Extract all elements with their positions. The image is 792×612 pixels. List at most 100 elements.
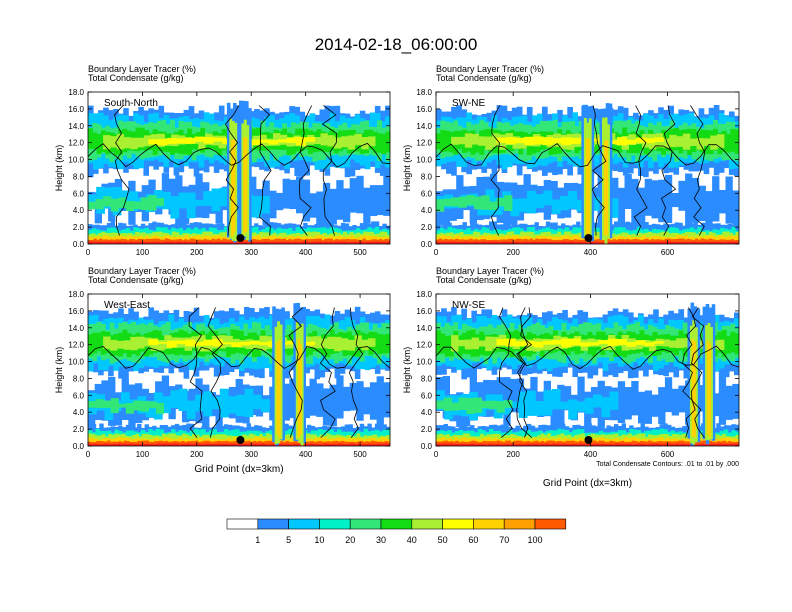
field-cell xyxy=(654,341,664,344)
panel-subtitle-tracer: Boundary Layer Tracer (%) xyxy=(436,64,544,74)
colorbar-box xyxy=(349,518,382,530)
field-cell xyxy=(725,239,729,244)
field-cell xyxy=(302,444,306,446)
field-cell xyxy=(231,139,234,237)
field-cell xyxy=(617,241,622,244)
field-cell xyxy=(181,441,185,446)
field-cell xyxy=(359,444,364,446)
field-cell xyxy=(639,443,644,446)
field-cell xyxy=(700,443,704,446)
field-cell xyxy=(302,306,306,444)
y-tick-label: 14.0 xyxy=(416,324,432,333)
field-cell xyxy=(510,242,514,244)
field-cell xyxy=(482,239,487,244)
field-cell xyxy=(214,441,218,446)
field-cell xyxy=(620,241,624,244)
field-cell xyxy=(143,337,152,347)
field-cell xyxy=(88,401,97,408)
field-cell xyxy=(304,241,309,244)
field-cell xyxy=(693,341,696,438)
field-cell xyxy=(134,444,138,446)
field-cell xyxy=(515,341,525,347)
field-cell xyxy=(296,443,300,446)
field-cell xyxy=(285,241,289,244)
field-cell xyxy=(628,134,636,145)
field-cell xyxy=(203,191,213,206)
field-cell xyxy=(277,442,281,446)
field-cell xyxy=(659,239,663,244)
field-cell xyxy=(289,179,297,210)
field-cell xyxy=(513,440,517,446)
field-cell xyxy=(104,443,108,446)
field-cell xyxy=(96,134,102,154)
field-cell xyxy=(137,241,141,244)
field-cell xyxy=(145,440,149,446)
field-cell xyxy=(524,241,528,244)
field-cell xyxy=(736,235,739,244)
field-cell xyxy=(336,375,344,419)
field-cell xyxy=(661,241,666,244)
field-cell xyxy=(261,443,265,446)
field-cell xyxy=(644,342,655,347)
field-cell xyxy=(590,241,594,244)
field-cell xyxy=(318,440,322,446)
field-cell xyxy=(273,133,281,146)
field-cell xyxy=(101,239,105,244)
field-cell xyxy=(285,443,289,446)
field-cell xyxy=(560,441,564,446)
field-cell xyxy=(131,444,136,446)
field-cell xyxy=(560,241,564,244)
field-cell xyxy=(245,137,248,233)
field-cell xyxy=(455,241,459,244)
field-cell xyxy=(524,444,528,446)
field-cell xyxy=(620,239,624,244)
field-cell xyxy=(696,308,701,443)
field-cell xyxy=(732,190,739,225)
field-cell xyxy=(225,231,230,244)
field-cell xyxy=(449,441,454,446)
field-cell xyxy=(376,185,384,216)
y-axis-label: Height (km) xyxy=(54,347,64,394)
field-cell xyxy=(728,239,732,244)
field-cell xyxy=(521,444,525,446)
field-cell xyxy=(485,441,489,446)
field-cell xyxy=(194,136,205,142)
field-cell xyxy=(474,441,478,446)
field-cell xyxy=(570,338,581,346)
colorbar-label: 1 xyxy=(255,535,260,545)
field-cell xyxy=(683,242,688,244)
field-cell xyxy=(612,441,616,446)
field-cell xyxy=(211,242,215,244)
field-cell xyxy=(532,241,536,244)
field-cell xyxy=(560,196,569,211)
field-cell xyxy=(609,391,619,410)
field-cell xyxy=(634,238,638,244)
field-cell xyxy=(532,444,536,446)
field-cell xyxy=(694,327,698,442)
field-cell xyxy=(651,180,659,219)
field-cell xyxy=(698,185,706,221)
field-cell xyxy=(195,173,203,218)
field-cell xyxy=(458,443,462,446)
field-cell xyxy=(573,239,578,244)
field-cell xyxy=(526,190,536,214)
field-cell xyxy=(606,444,611,446)
field-cell xyxy=(601,340,609,351)
field-cell xyxy=(736,239,739,244)
y-tick-label: 12.0 xyxy=(68,341,84,350)
field-cell xyxy=(598,340,609,344)
field-cell xyxy=(611,177,619,217)
field-cell xyxy=(241,238,245,244)
field-cell xyxy=(700,242,704,244)
field-cell xyxy=(452,241,456,244)
colorbar-label: 100 xyxy=(527,535,542,545)
field-cell xyxy=(203,391,213,417)
field-cell xyxy=(529,238,534,244)
field-cell xyxy=(648,241,652,244)
field-cell xyxy=(297,339,300,438)
field-cell xyxy=(634,443,638,446)
field-cell xyxy=(362,242,366,244)
field-cell xyxy=(460,239,465,244)
field-cell xyxy=(718,377,727,425)
field-cell xyxy=(705,444,710,446)
